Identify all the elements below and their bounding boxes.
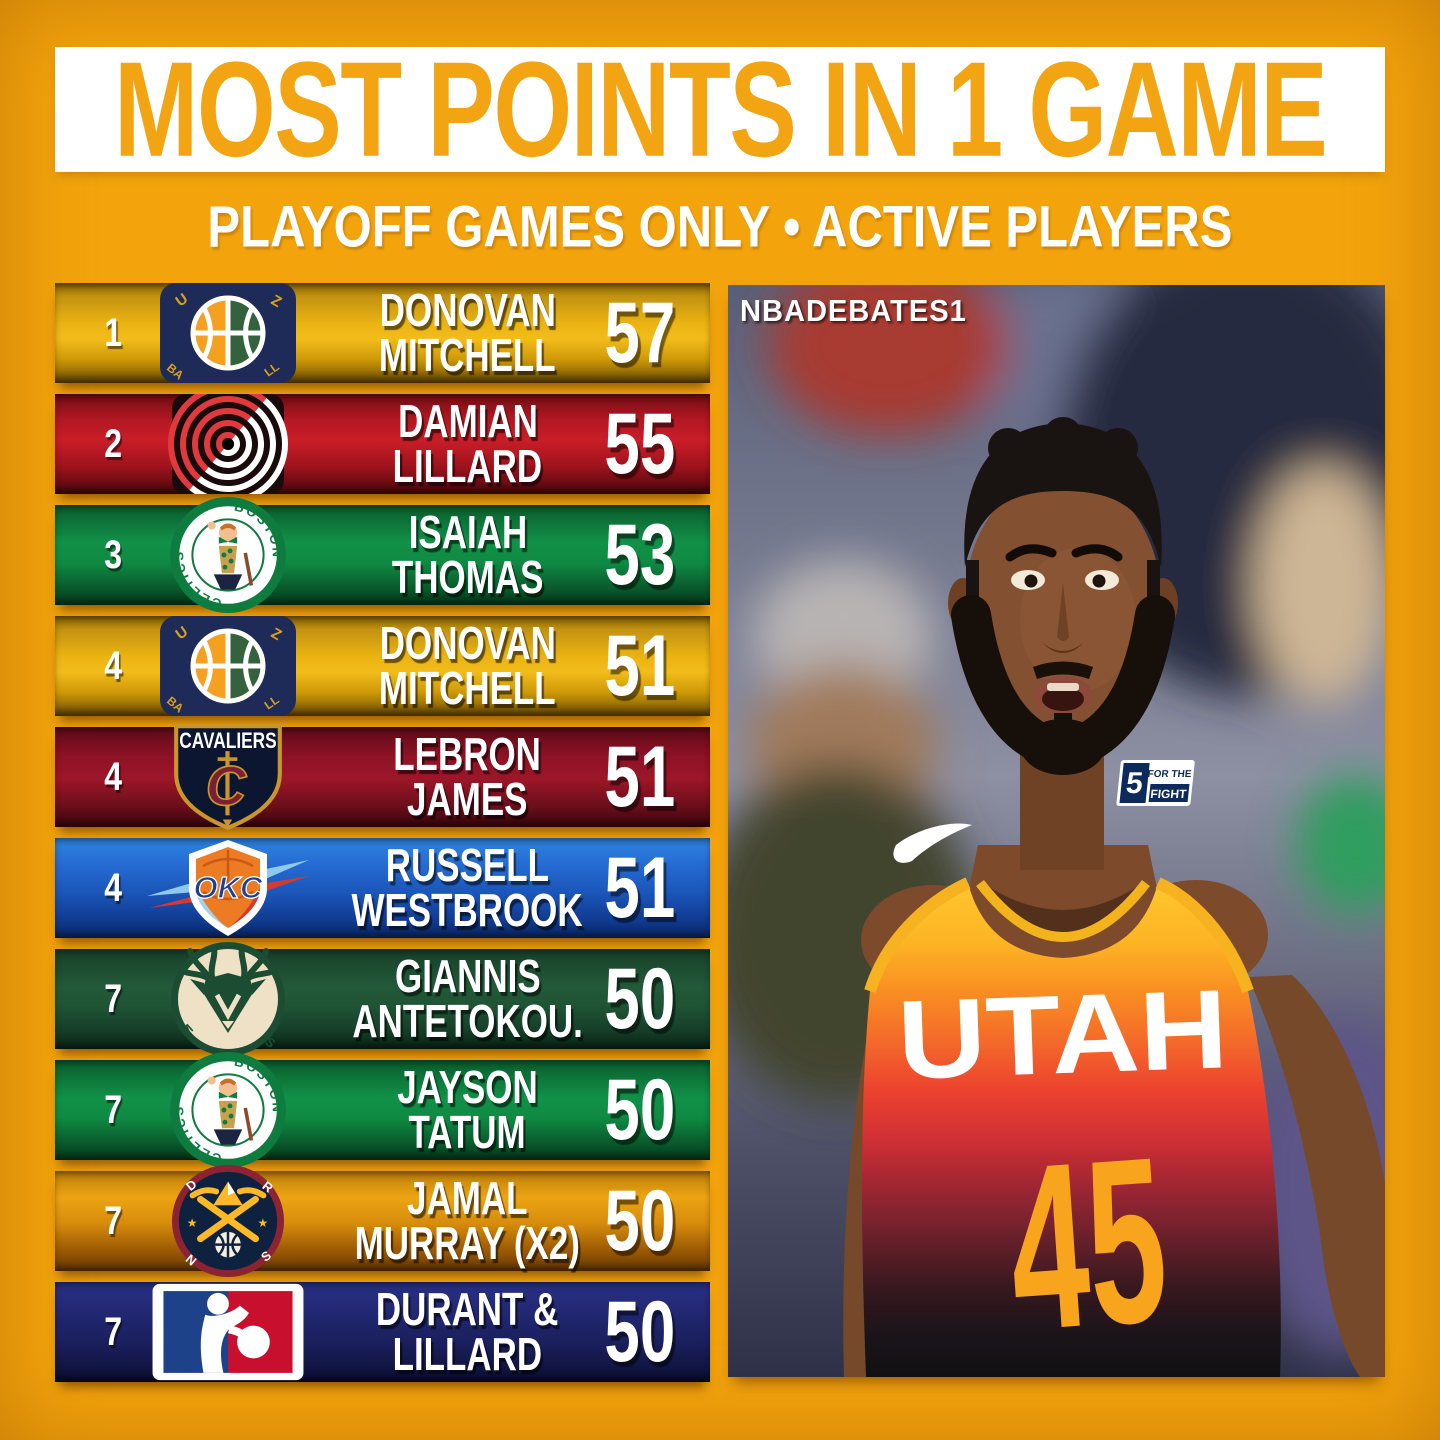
rank-number: 7 <box>104 1198 122 1243</box>
player-name: RUSSELL WESTBROOK <box>351 839 584 936</box>
nuggets-logo-icon: D R N S ★ ★ <box>140 1164 316 1278</box>
trail-blazers-logo-icon <box>140 394 316 494</box>
ranking-row-1: 1 U Z BA LL DONOVAN MITCHELL 57 <box>55 283 710 383</box>
player-name: ISAIAH THOMAS <box>391 506 544 603</box>
points-value: 50 <box>604 1061 676 1158</box>
points-value: 50 <box>604 950 676 1047</box>
svg-text:CAVALIERS: CAVALIERS <box>179 728 276 753</box>
svg-text:LL: LL <box>262 693 282 713</box>
ranking-row-6: 4 OKC RUSSELL WESTBROOK 51 <box>55 838 710 938</box>
rank-number: 7 <box>104 1309 122 1354</box>
nba-logo-icon <box>140 1282 316 1382</box>
ranking-row-10: 7 DURANT & LILLARD 50 <box>55 1282 710 1382</box>
rank-number: 3 <box>104 532 122 577</box>
rank-number: 7 <box>104 976 122 1021</box>
watermark: NBADEBATES1 <box>740 293 967 328</box>
svg-text:LL: LL <box>262 360 282 380</box>
ranking-row-5: 4 CAVALIERS C LEBRON JAMES 51 <box>55 724 710 831</box>
rank-number: 4 <box>104 865 122 910</box>
svg-text:FOR THE: FOR THE <box>1147 769 1192 780</box>
player-photo: 5 FOR THE FIGHT UTAH 45 NBADEBATES1 <box>728 285 1385 1377</box>
cavaliers-logo-icon: CAVALIERS C <box>140 724 316 831</box>
svg-text:★: ★ <box>258 1216 269 1230</box>
svg-text:5: 5 <box>1124 767 1144 800</box>
ranking-row-8: 7 BOSTON CELTICS <box>55 1052 710 1168</box>
player-name: DONOVAN MITCHELL <box>379 617 556 714</box>
ranking-row-2: 2 DAMIAN L <box>55 394 710 494</box>
ranking-row-3: 3 BOSTON CELTICS <box>55 497 710 613</box>
points-value: 57 <box>604 284 676 381</box>
points-value: 50 <box>604 1172 676 1269</box>
points-value: 53 <box>604 506 676 603</box>
ranking-row-9: 7 D R N S ★ ★ <box>55 1164 710 1278</box>
svg-text:45: 45 <box>1001 1107 1174 1377</box>
title-banner: MOST POINTS IN 1 GAME <box>55 33 1385 185</box>
svg-text:OKC: OKC <box>194 870 264 905</box>
points-value: 50 <box>604 1283 676 1380</box>
player-name: DONOVAN MITCHELL <box>379 284 556 381</box>
rank-number: 2 <box>104 421 122 466</box>
celtics-logo-icon: BOSTON CELTICS <box>140 1052 316 1168</box>
ranking-row-4: 4 U Z BA LL DONOVAN MITCHELL 51 <box>55 616 710 716</box>
bucks-logo-icon: M S <box>140 942 316 1056</box>
player-name: JAYSON TATUM <box>397 1061 538 1158</box>
points-value: 51 <box>604 839 676 936</box>
svg-text:★: ★ <box>187 1216 198 1230</box>
celtics-logo-icon: BOSTON CELTICS <box>140 497 316 613</box>
subtitle-wrap: PLAYOFF GAMES ONLY • ACTIVE PLAYERS <box>0 192 1440 262</box>
player-name: DURANT & LILLARD <box>376 1283 559 1380</box>
player-name: GIANNIS ANTETOKOU. <box>352 950 583 1047</box>
points-value: 55 <box>604 395 676 492</box>
page-title: MOST POINTS IN 1 GAME <box>113 33 1328 185</box>
thunder-logo-icon: OKC <box>140 838 316 938</box>
player-name: JAMAL MURRAY (X2) <box>354 1172 581 1269</box>
rank-number: 4 <box>104 754 122 799</box>
points-value: 51 <box>604 617 676 714</box>
player-name: LEBRON JAMES <box>393 728 542 825</box>
ranking-row-7: 7 M S <box>55 942 710 1056</box>
rank-number: 7 <box>104 1087 122 1132</box>
utah-jazz-logo-icon: U Z BA LL <box>140 616 316 716</box>
svg-text:C: C <box>206 754 248 817</box>
utah-jazz-logo-icon: U Z BA LL <box>140 283 316 383</box>
svg-text:UTAH: UTAH <box>896 966 1230 1102</box>
rank-number: 4 <box>104 643 122 688</box>
rank-number: 1 <box>104 310 122 355</box>
player-name: DAMIAN LILLARD <box>392 395 543 492</box>
page-subtitle: PLAYOFF GAMES ONLY • ACTIVE PLAYERS <box>207 194 1233 260</box>
svg-text:FIGHT: FIGHT <box>1150 787 1188 801</box>
points-value: 51 <box>604 728 676 825</box>
